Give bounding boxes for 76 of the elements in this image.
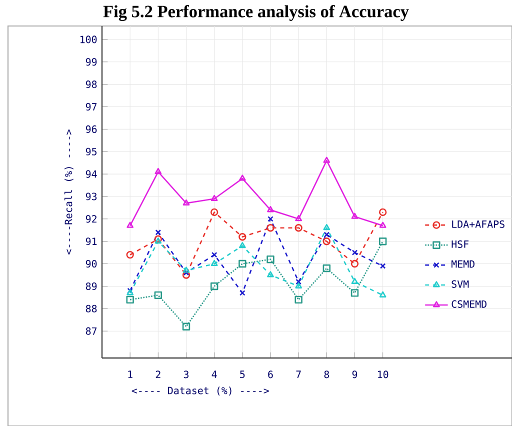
y-tick-label: 98 bbox=[86, 80, 97, 88]
point bbox=[378, 208, 387, 216]
point bbox=[267, 271, 274, 278]
point bbox=[154, 168, 162, 174]
legend-label: SVM bbox=[452, 280, 469, 288]
y-tick-label: 87 bbox=[86, 327, 97, 335]
point bbox=[266, 255, 274, 264]
legend-label: MEMD bbox=[452, 260, 474, 268]
y-tick-label: 92 bbox=[86, 215, 96, 223]
point bbox=[268, 216, 274, 222]
point bbox=[182, 271, 190, 279]
point bbox=[155, 229, 162, 236]
point bbox=[324, 232, 330, 238]
y-tick-label: 93 bbox=[86, 192, 97, 200]
x-tick-label: 4 bbox=[212, 370, 217, 378]
point bbox=[351, 212, 358, 219]
x-tick-label: 10 bbox=[378, 370, 388, 378]
point bbox=[351, 278, 358, 284]
point bbox=[182, 199, 190, 206]
point bbox=[238, 260, 246, 268]
x-tick-label: 8 bbox=[324, 370, 330, 378]
legend-label: CSMEMD bbox=[452, 300, 486, 308]
point bbox=[322, 237, 331, 246]
y-tick-label: 95 bbox=[86, 148, 97, 156]
legend-label: LDA+AFAPS bbox=[452, 220, 504, 228]
point bbox=[294, 224, 302, 232]
point bbox=[380, 263, 386, 269]
point bbox=[154, 291, 162, 300]
point bbox=[210, 260, 218, 266]
point bbox=[182, 266, 190, 273]
x-tick-label: 2 bbox=[156, 370, 160, 378]
x-axis-title: <---- Dataset (%) ----> bbox=[132, 386, 269, 396]
point bbox=[238, 242, 246, 248]
point bbox=[210, 208, 218, 216]
y-tick-label: 96 bbox=[86, 125, 97, 133]
legend-label: HSF bbox=[452, 240, 469, 248]
point bbox=[126, 296, 134, 304]
point bbox=[322, 264, 331, 272]
point bbox=[267, 206, 274, 212]
point bbox=[379, 291, 386, 298]
x-tick-label: 5 bbox=[240, 370, 245, 378]
point bbox=[154, 235, 162, 243]
y-axis-title: <----Recall (%) ----> bbox=[64, 129, 74, 255]
point bbox=[350, 289, 359, 297]
point bbox=[238, 174, 246, 181]
x-tick-label: 3 bbox=[184, 370, 188, 378]
point bbox=[350, 260, 359, 268]
chart-title: Fig 5.2 Performance analysis of Accuracy bbox=[103, 5, 409, 21]
x-tick-label: 7 bbox=[296, 370, 301, 378]
y-tick-label: 91 bbox=[86, 238, 97, 246]
point bbox=[126, 250, 134, 259]
point bbox=[294, 296, 302, 304]
point bbox=[295, 215, 302, 222]
y-tick-label: 99 bbox=[86, 58, 97, 66]
y-tick-label: 88 bbox=[86, 304, 97, 312]
point bbox=[211, 252, 218, 258]
point bbox=[296, 278, 302, 285]
point bbox=[352, 250, 358, 256]
y-tick-label: 100 bbox=[80, 36, 97, 44]
point bbox=[323, 156, 330, 163]
y-tick-label: 89 bbox=[86, 282, 97, 290]
point bbox=[295, 282, 302, 288]
point bbox=[210, 282, 218, 290]
y-tick-label: 94 bbox=[86, 170, 97, 178]
y-tick-label: 90 bbox=[86, 260, 97, 268]
point bbox=[266, 224, 274, 232]
point bbox=[182, 322, 190, 330]
x-tick-label: 6 bbox=[268, 370, 273, 378]
point bbox=[323, 224, 330, 230]
point bbox=[210, 194, 218, 201]
point bbox=[238, 233, 246, 241]
y-tick-label: 97 bbox=[86, 102, 97, 111]
x-tick-label: 9 bbox=[352, 370, 358, 378]
point bbox=[378, 237, 387, 246]
x-tick-label: 1 bbox=[128, 370, 132, 378]
point bbox=[239, 290, 246, 296]
